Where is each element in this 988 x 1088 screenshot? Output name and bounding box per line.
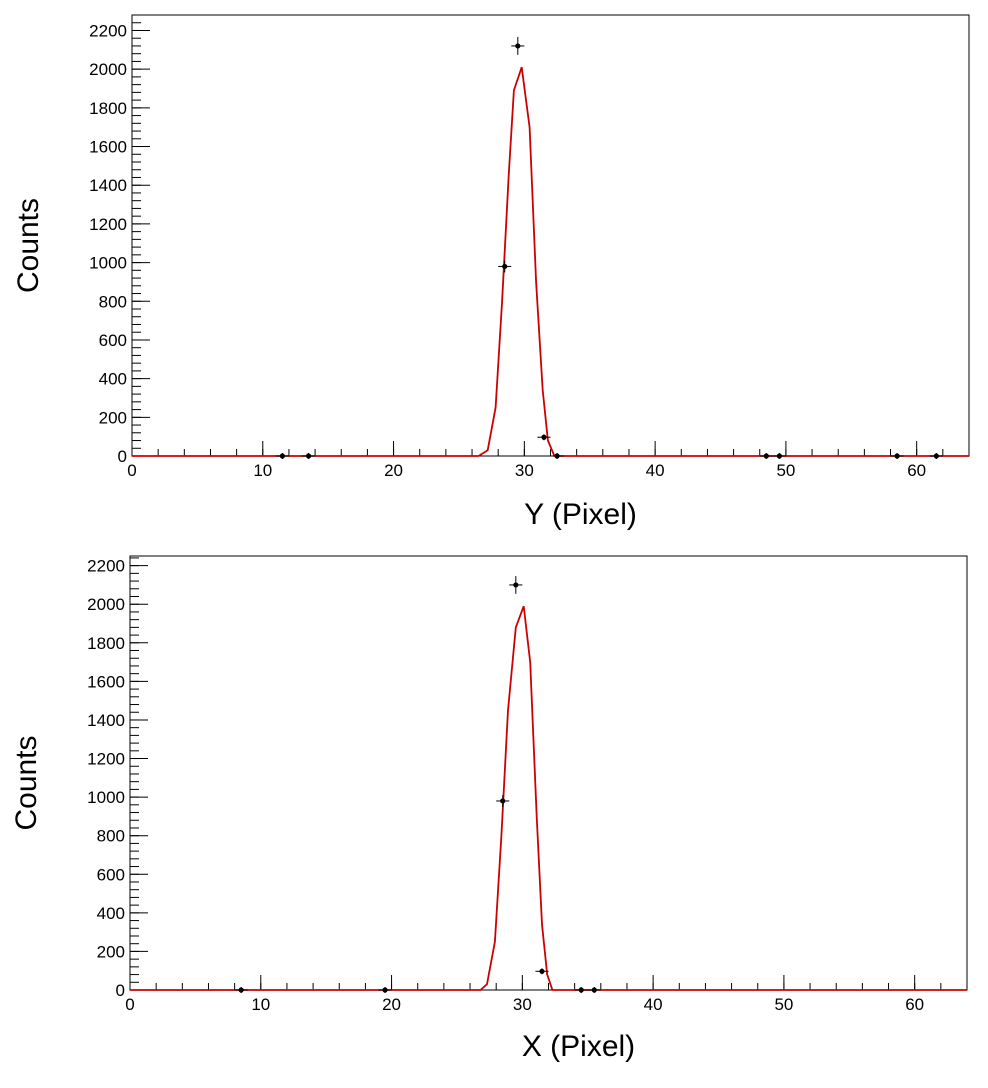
x-tick-label: 20: [384, 461, 403, 480]
x-tick-label: 10: [251, 995, 270, 1014]
chart-panel-1: 0 10 20 30 40 50 60020040060080010001200140016…: [12, 14, 970, 531]
data-point: [541, 434, 547, 440]
x-tick-label: 40: [644, 995, 663, 1014]
y-tick-label: 2000: [87, 595, 125, 614]
data-point: [305, 453, 312, 459]
chart-panel-2: 0 10 20 30 40 50 60020040060080010001200140016…: [10, 555, 968, 1063]
x-axis-label: Y (Pixel): [524, 498, 637, 531]
y-tick-label: 200: [99, 408, 127, 427]
x-tick-label: 60: [905, 995, 924, 1014]
data-point: [502, 263, 508, 270]
plot-frame: [129, 555, 968, 991]
x-tick-label: 10: [253, 461, 272, 480]
x-tick-label: 30: [515, 461, 534, 480]
x-axis-label: X (Pixel): [522, 1030, 635, 1063]
y-tick-label: 1000: [89, 254, 127, 273]
x-tick-label: 30: [513, 995, 532, 1014]
data-point: [776, 453, 782, 459]
y-axis-label: Counts: [12, 198, 45, 293]
data-point: [515, 43, 521, 49]
data-point: [279, 453, 285, 459]
x-tick-label: 40: [646, 461, 665, 480]
data-point: [513, 582, 519, 588]
data-point: [894, 453, 900, 459]
data-point: [382, 987, 388, 993]
y-tick-label: 200: [97, 942, 125, 961]
fit-curve: [130, 605, 967, 991]
y-tick-label: 1000: [87, 788, 125, 807]
y-tick-label: 2200: [89, 21, 127, 40]
y-tick-label: 0: [116, 981, 125, 1000]
y-tick-label: 800: [97, 827, 125, 846]
y-tick-label: 400: [99, 370, 127, 389]
data-point: [500, 798, 506, 804]
y-tick-label: 1800: [87, 634, 125, 653]
y-tick-label: 1600: [87, 672, 125, 691]
y-tick-label: 1800: [89, 99, 127, 118]
y-tick-label: 400: [97, 904, 125, 923]
data-point: [578, 987, 584, 993]
y-tick-label: 2000: [89, 60, 127, 79]
data-point: [238, 987, 244, 993]
data-point: [933, 453, 939, 459]
y-tick-label: 1400: [87, 711, 125, 730]
plot-frame: [131, 14, 970, 457]
y-tick-label: 600: [99, 331, 127, 350]
y-tick-label: 1200: [89, 215, 127, 234]
x-tick-label: 50: [776, 461, 795, 480]
y-tick-label: 800: [99, 292, 127, 311]
y-tick-label: 1200: [87, 750, 125, 769]
x-tick-label: 0: [125, 995, 134, 1014]
y-axis-label: Counts: [10, 735, 43, 830]
y-tick-label: 1600: [89, 138, 127, 157]
x-tick-label: 20: [382, 995, 401, 1014]
y-tick-label: 1400: [89, 176, 127, 195]
y-tick-label: 2200: [87, 557, 125, 576]
fit-curve: [132, 66, 969, 457]
data-point: [763, 453, 769, 459]
x-tick-label: 60: [907, 461, 926, 480]
x-tick-label: 0: [127, 461, 136, 480]
y-tick-label: 0: [118, 447, 127, 466]
x-tick-label: 50: [774, 995, 793, 1014]
data-point: [554, 453, 560, 459]
data-point: [539, 968, 545, 974]
y-tick-label: 600: [97, 865, 125, 884]
data-point: [591, 987, 597, 993]
